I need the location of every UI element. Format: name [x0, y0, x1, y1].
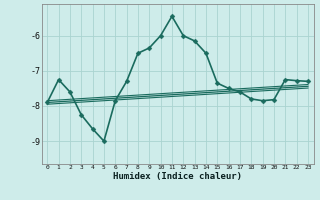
X-axis label: Humidex (Indice chaleur): Humidex (Indice chaleur) — [113, 172, 242, 181]
